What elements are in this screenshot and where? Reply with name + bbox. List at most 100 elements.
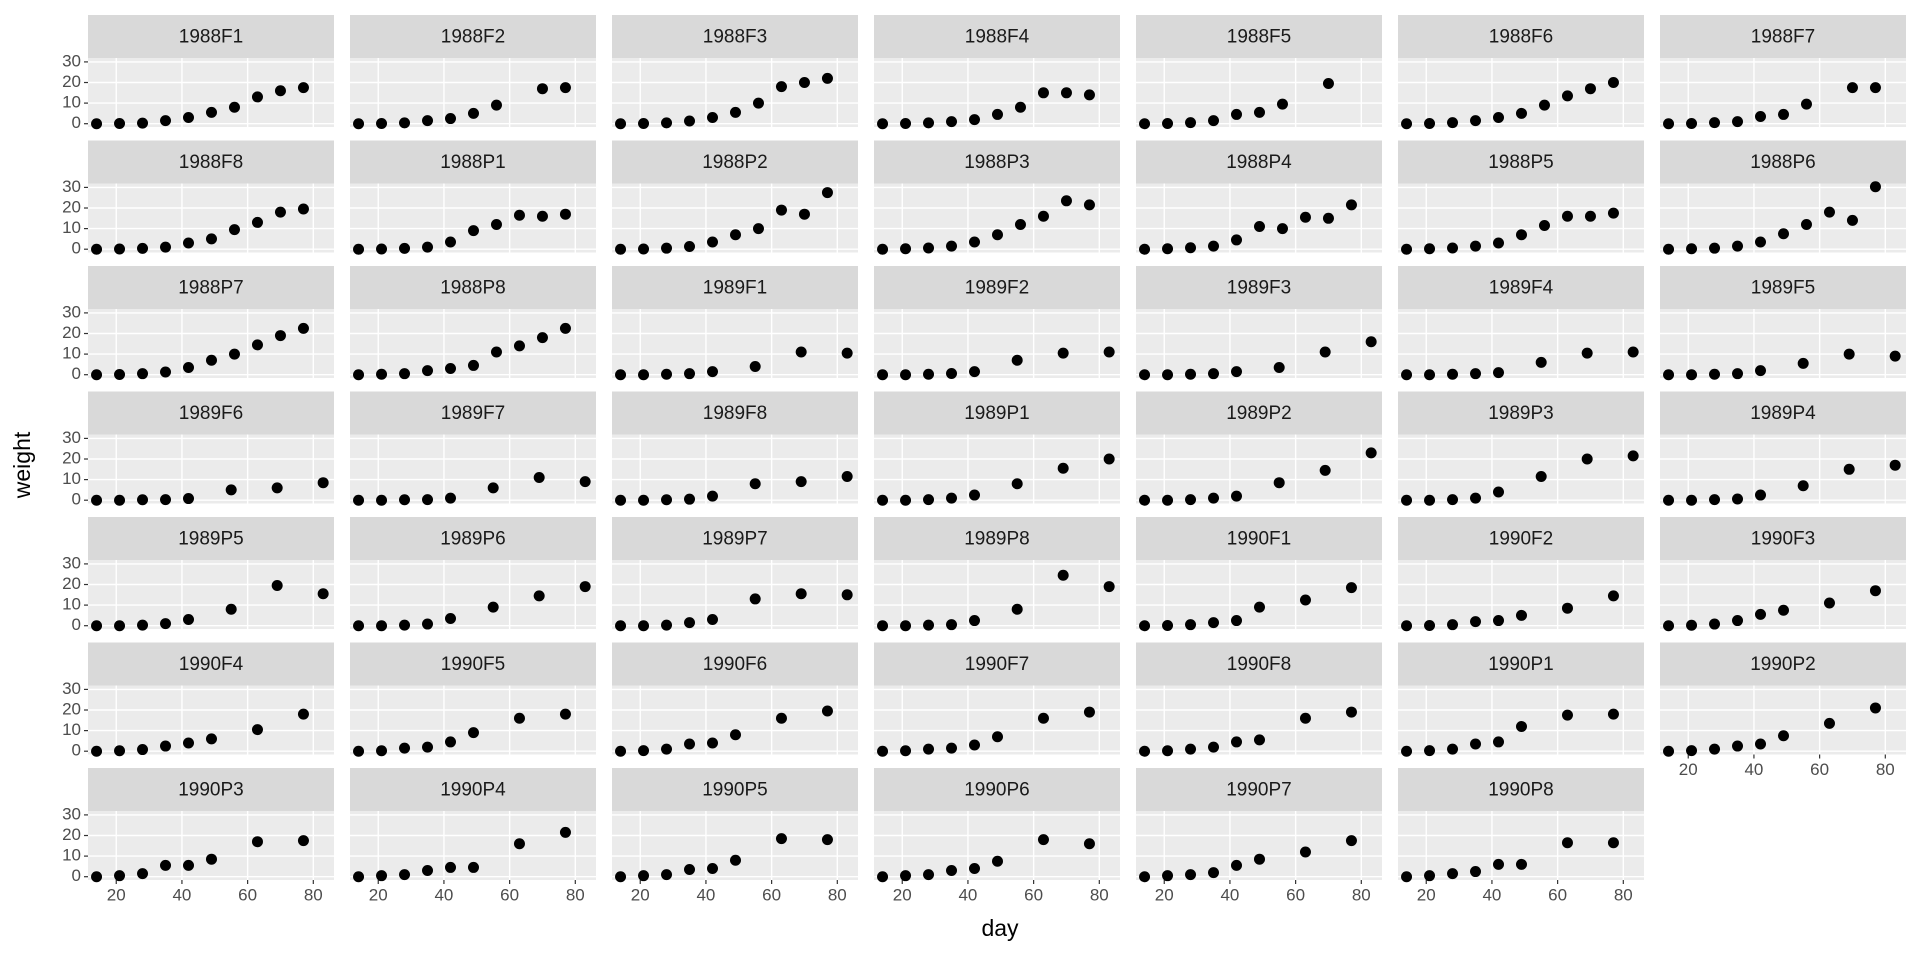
x-tick-label: 60: [238, 885, 257, 904]
point: [91, 620, 103, 632]
x-tick-label: 20: [1417, 885, 1436, 904]
panel-background: [1660, 685, 1906, 755]
point: [1299, 594, 1311, 606]
strip: [88, 140, 334, 184]
facet: 1989P7: [612, 517, 858, 632]
point: [749, 360, 761, 372]
y-tick-label: 0: [72, 615, 81, 634]
point: [1185, 619, 1197, 631]
point: [297, 203, 309, 215]
point: [225, 603, 237, 615]
x-tick-label: 80: [828, 885, 847, 904]
point: [376, 870, 388, 882]
panel-background: [1136, 434, 1382, 504]
point: [228, 101, 240, 113]
point: [487, 482, 499, 494]
point: [160, 618, 172, 630]
point: [1470, 738, 1482, 750]
point: [615, 620, 627, 632]
point: [1185, 743, 1197, 755]
point: [1401, 243, 1413, 255]
point: [1709, 618, 1721, 630]
point: [251, 339, 263, 351]
point: [1401, 620, 1413, 632]
strip-label: 1989F6: [179, 403, 243, 424]
y-tick-label: 10: [62, 218, 81, 237]
point: [707, 366, 719, 378]
point: [467, 225, 479, 237]
panel-background: [1660, 560, 1906, 629]
point: [877, 620, 889, 632]
strip-label: 1989P8: [964, 529, 1030, 550]
point: [991, 731, 1003, 743]
point: [707, 862, 719, 874]
panel-background: [88, 434, 334, 504]
point: [205, 733, 217, 745]
point: [353, 871, 365, 883]
y-tick-label: 20: [62, 323, 81, 342]
strip: [1398, 517, 1644, 560]
strip: [1136, 517, 1382, 560]
point: [1208, 867, 1220, 879]
point: [1139, 745, 1151, 757]
y-tick-label: 0: [72, 364, 81, 383]
point: [1083, 89, 1095, 101]
point: [661, 743, 673, 755]
point: [1823, 597, 1835, 609]
strip: [1136, 391, 1382, 435]
point: [1561, 709, 1573, 721]
point: [445, 236, 457, 248]
facet: 1989F2: [874, 266, 1120, 381]
point: [1561, 90, 1573, 102]
facet: 1990P8 20 40 60 80: [1398, 768, 1644, 904]
x-tick-label: 60: [1810, 760, 1829, 779]
y-tick-label: 20: [62, 448, 81, 467]
strip: [1398, 140, 1644, 184]
point: [661, 117, 673, 129]
strip: [1398, 768, 1644, 811]
point: [1162, 745, 1174, 757]
point: [1869, 702, 1881, 714]
point: [1037, 712, 1049, 724]
point: [205, 106, 217, 118]
panel-background: [612, 811, 858, 880]
point: [1686, 369, 1698, 381]
strip-label: 1990P8: [1488, 780, 1554, 801]
panel-background: [1136, 811, 1382, 880]
strip-label: 1989P7: [702, 529, 768, 550]
x-tick-label: 40: [1744, 760, 1763, 779]
point: [1709, 368, 1721, 380]
point: [1607, 708, 1619, 720]
point: [114, 745, 126, 757]
point: [160, 366, 172, 378]
point: [559, 82, 571, 94]
point: [969, 739, 981, 751]
point: [114, 243, 126, 255]
point: [353, 620, 365, 632]
point: [91, 871, 103, 883]
point: [579, 476, 591, 488]
point: [795, 346, 807, 358]
x-tick-label: 20: [1155, 885, 1174, 904]
x-tick-label: 60: [762, 885, 781, 904]
strip-label: 1990P4: [440, 780, 506, 801]
point: [114, 117, 126, 129]
point: [137, 619, 149, 631]
facet: 1989F4: [1398, 266, 1644, 381]
point: [638, 243, 650, 255]
x-tick-label: 20: [369, 885, 388, 904]
point: [877, 871, 889, 883]
point: [251, 91, 263, 103]
point: [422, 865, 434, 877]
strip: [1136, 768, 1382, 811]
point: [923, 242, 935, 254]
x-tick-label: 60: [1548, 885, 1567, 904]
point: [1103, 346, 1115, 358]
point: [684, 241, 696, 253]
strip: [874, 768, 1120, 811]
point: [1319, 464, 1331, 476]
strip-label: 1989P2: [1226, 403, 1292, 424]
point: [661, 368, 673, 380]
point: [467, 727, 479, 739]
point: [1162, 117, 1174, 129]
